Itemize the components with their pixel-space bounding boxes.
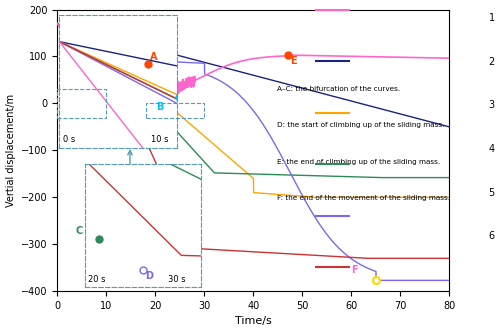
Text: 3: 3 bbox=[488, 100, 495, 110]
Text: 6: 6 bbox=[488, 231, 495, 241]
Text: D: the start of climbing up of the sliding mass.: D: the start of climbing up of the slidi… bbox=[277, 122, 444, 128]
Bar bbox=[58, 89, 106, 118]
Bar bbox=[146, 104, 204, 118]
Text: E: E bbox=[290, 55, 297, 65]
Text: 1: 1 bbox=[488, 13, 495, 23]
Text: E: the end of climbing up of the sliding mass.: E: the end of climbing up of the sliding… bbox=[277, 159, 440, 165]
Y-axis label: Vertial displacement/m: Vertial displacement/m bbox=[6, 94, 16, 207]
X-axis label: Time/s: Time/s bbox=[235, 316, 272, 326]
Text: F: F bbox=[352, 265, 358, 275]
Text: 2: 2 bbox=[488, 57, 495, 67]
Text: A–C: the bifurcation of the curves.: A–C: the bifurcation of the curves. bbox=[277, 86, 400, 92]
Text: F: the end of the movement of the sliding mass.: F: the end of the movement of the slidin… bbox=[277, 196, 450, 202]
Text: 4: 4 bbox=[488, 144, 495, 154]
Text: 5: 5 bbox=[488, 188, 495, 198]
